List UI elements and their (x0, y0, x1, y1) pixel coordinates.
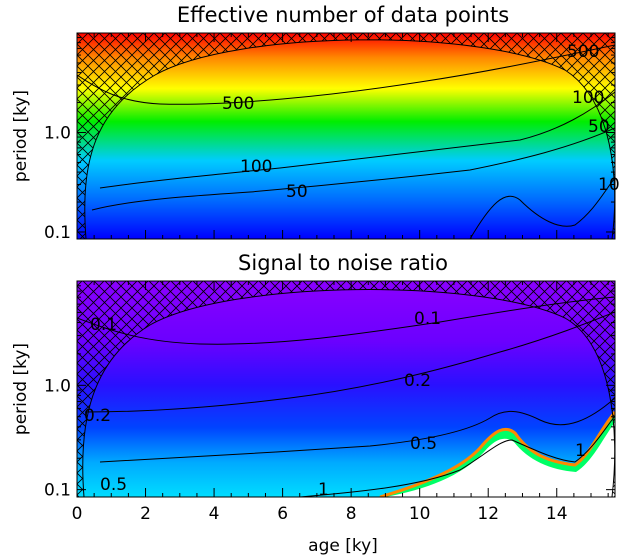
x-tick-label: 12 (477, 504, 499, 524)
contour-line (91, 127, 615, 211)
x-tick-label: 4 (209, 504, 220, 524)
axes-ticks: 0 2 4 6 8 10 12 14 0.1 1.0 (44, 281, 615, 524)
x-tick-label: 14 (546, 504, 568, 524)
contour-label: 10 (598, 175, 620, 195)
contour-label: 500 (567, 42, 599, 62)
contour-label: 100 (240, 157, 272, 177)
y-tick-label: 1.0 (44, 376, 71, 396)
y-tick-label: 0.1 (44, 223, 71, 243)
chart-title: Signal to noise ratio (238, 251, 448, 275)
y-axis-label: period [ky] (11, 343, 31, 435)
contour-label: 50 (588, 117, 610, 137)
contour-label: 1 (575, 441, 586, 461)
contour-line (84, 311, 615, 413)
contour-label: 0.5 (410, 434, 437, 454)
blank-region (385, 422, 615, 497)
cone-boundary (82, 289, 615, 497)
y-tick-label: 0.1 (44, 481, 71, 501)
contour-line (77, 44, 615, 105)
y-tick-label: 1.0 (44, 123, 71, 143)
cone-boundary (84, 39, 615, 239)
high-snr-edge (379, 411, 615, 497)
panel-signal-to-noise: Signal to noise ratio period [ky] 0.1 0.… (11, 251, 616, 556)
contour-line (99, 397, 615, 463)
contour-line (99, 91, 615, 189)
x-tick-label: 2 (140, 504, 151, 524)
cone-hatch-region (77, 281, 615, 497)
contour-label: 0.2 (84, 406, 111, 426)
x-tick-label: 0 (72, 504, 83, 524)
contour-label: 500 (222, 94, 254, 114)
contour-label: 0.5 (100, 475, 127, 495)
x-tick-label: 6 (277, 504, 288, 524)
x-tick-label: 10 (409, 504, 431, 524)
cone-hatch-region (77, 33, 615, 239)
chart-title: Effective number of data points (177, 3, 509, 27)
panel-effective-data-points: Effective number of data points period [… (11, 3, 620, 243)
contour-line (299, 415, 615, 497)
axes-ticks: 0.1 1.0 (44, 33, 615, 243)
x-axis-label: age [ky] (308, 536, 378, 556)
contour-label: 0.1 (90, 315, 117, 335)
y-axis-label: period [ky] (11, 90, 31, 182)
contour-line (469, 177, 615, 239)
contour-label: 0.1 (414, 309, 441, 329)
contour-label: 1 (318, 480, 329, 500)
x-tick-label: 8 (346, 504, 357, 524)
contour-label: 0.2 (404, 371, 431, 391)
plot-frame (76, 32, 616, 240)
contour-line (77, 296, 615, 345)
contour-label: 100 (572, 88, 604, 108)
contour-label: 50 (286, 182, 308, 202)
plot-frame (76, 280, 616, 498)
